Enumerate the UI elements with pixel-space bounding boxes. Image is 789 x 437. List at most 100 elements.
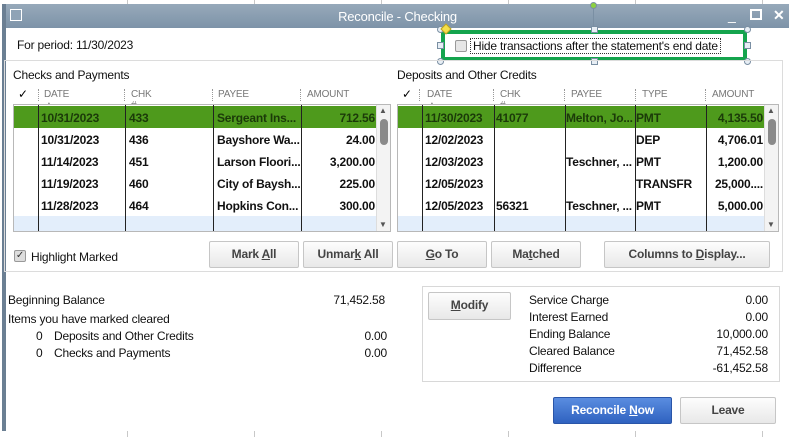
- table-row[interactable]: 11/30/2023 41077 Melton, Jo... PMT 4,135.50: [398, 106, 764, 128]
- deposits-cleared-label: Deposits and Other Credits: [54, 329, 194, 343]
- table-row[interactable]: 10/31/2023 433 Sergeant Ins... 712.56: [14, 106, 376, 128]
- button-label-post: isplay...: [704, 247, 746, 261]
- table-row[interactable]: 11/19/2023 460 City of Baysh... 225.00: [14, 172, 376, 194]
- scrollbar[interactable]: ▲ ▼: [376, 105, 390, 231]
- column-check[interactable]: ✓: [18, 87, 28, 101]
- totals-label: Service Charge: [529, 293, 609, 307]
- resize-handle[interactable]: [591, 26, 598, 33]
- column-check[interactable]: ✓: [402, 87, 412, 101]
- resize-handle[interactable]: [744, 26, 751, 33]
- rotate-handle-line: [593, 5, 594, 27]
- cell-payee: Hopkins Con...: [217, 199, 299, 213]
- cell-payee: Sergeant Ins...: [217, 111, 297, 125]
- column-divider: [301, 105, 302, 231]
- matched-button[interactable]: Matched: [491, 241, 581, 268]
- checks-cleared-label: Checks and Payments: [54, 346, 171, 360]
- table-row[interactable]: 10/31/2023 436 Bayshore Wa... 24.00: [14, 128, 376, 150]
- rotate-handle[interactable]: [590, 2, 597, 9]
- column-amount[interactable]: AMOUNT: [307, 89, 350, 100]
- cell-payee: Larson Floori...: [217, 155, 301, 169]
- column-divider: [565, 105, 566, 231]
- column-divider: [422, 105, 423, 231]
- unmark-all-button[interactable]: Unmark All: [303, 241, 393, 268]
- column-payee[interactable]: PAYEE: [218, 89, 249, 100]
- button-label-key: M: [450, 298, 461, 312]
- button-label-pre: Ma: [512, 247, 529, 261]
- button-label-key: A: [261, 247, 271, 261]
- cell-amount: 5,000.00: [717, 199, 763, 213]
- columns-to-display-button[interactable]: Columns to Display...: [604, 241, 770, 268]
- scrollbar-thumb[interactable]: [768, 119, 776, 145]
- cell-date: 11/30/2023: [425, 111, 483, 125]
- totals-value: -61,452.58: [712, 361, 769, 375]
- resize-handle[interactable]: [744, 58, 751, 65]
- resize-handle[interactable]: [591, 58, 598, 65]
- scrollbar[interactable]: ▲ ▼: [764, 105, 778, 231]
- table-row[interactable]: 12/02/2023 DEP 4,706.01: [398, 128, 764, 150]
- resize-handle[interactable]: [744, 42, 751, 49]
- deposits-table: 11/30/2023 41077 Melton, Jo... PMT 4,135.50 1…: [397, 104, 779, 232]
- table-row[interactable]: 12/03/2023 Teschner, ... PMT 1,200.00: [398, 150, 764, 172]
- cell-amount: 300.00: [339, 199, 375, 213]
- totals-label: Interest Earned: [529, 310, 609, 324]
- button-label-post: ched: [532, 247, 560, 261]
- column-divider: [38, 105, 39, 231]
- button-label-key: N: [629, 403, 638, 417]
- button-label-key: t: [528, 247, 533, 261]
- scroll-down-icon[interactable]: ▼: [767, 220, 775, 229]
- scroll-down-icon[interactable]: ▼: [379, 220, 387, 229]
- background-grid-bottom: [0, 431, 789, 437]
- cell-chk: 451: [129, 155, 149, 169]
- title-bar: Reconcile - Checking _ ✕: [6, 4, 789, 28]
- minimize-icon[interactable]: _: [728, 7, 736, 23]
- maximize-icon[interactable]: [750, 9, 762, 20]
- column-type[interactable]: TYPE: [642, 89, 668, 100]
- table-row[interactable]: 11/14/2023 451 Larson Floori... 3,200.00: [14, 150, 376, 172]
- column-payee[interactable]: PAYEE: [571, 89, 602, 100]
- hide-transactions-checkbox[interactable]: [455, 40, 467, 52]
- modify-button[interactable]: Modify: [428, 292, 511, 320]
- empty-row: [398, 216, 764, 231]
- column-divider: [125, 105, 126, 231]
- cell-payee: Teschner, ...: [566, 155, 632, 169]
- cell-date: 11/19/2023: [41, 177, 99, 191]
- close-icon[interactable]: ✕: [773, 7, 785, 23]
- highlight-marked-label[interactable]: Highlight Marked: [31, 250, 118, 264]
- checks-title: Checks and Payments: [13, 68, 130, 82]
- system-menu-icon[interactable]: [10, 9, 22, 21]
- table-row[interactable]: 11/28/2023 464 Hopkins Con... 300.00: [14, 194, 376, 216]
- table-row[interactable]: 12/05/2023 TRANSFR 25,000....: [398, 172, 764, 194]
- items-cleared-label: Items you have marked cleared: [8, 312, 170, 326]
- cell-type: PMT: [636, 155, 661, 169]
- totals-box: [422, 286, 780, 382]
- cell-type: PMT: [636, 111, 661, 125]
- resize-handle[interactable]: [437, 42, 444, 49]
- checks-cleared-amount: 0.00: [364, 346, 387, 360]
- go-to-button[interactable]: Go To: [397, 241, 487, 268]
- cell-payee: Teschner, ...: [566, 199, 632, 213]
- cell-date: 12/03/2023: [425, 155, 484, 169]
- cell-amount: 24.00: [345, 133, 375, 147]
- beginning-balance-value: 71,452.58: [333, 293, 385, 307]
- hide-transactions-label[interactable]: Hide transactions after the statement's …: [470, 38, 721, 54]
- cell-chk: 436: [129, 133, 149, 147]
- highlight-marked-checkbox[interactable]: ✓: [14, 250, 26, 262]
- scroll-up-icon[interactable]: ▲: [379, 106, 387, 115]
- mark-all-button[interactable]: Mark All: [209, 241, 299, 268]
- button-label-key: k: [354, 247, 362, 261]
- background-grid-top: [0, 0, 789, 6]
- column-amount[interactable]: AMOUNT: [712, 89, 755, 100]
- reconcile-now-button[interactable]: Reconcile Now: [553, 397, 672, 424]
- scrollbar-thumb[interactable]: [380, 119, 388, 145]
- scroll-up-icon[interactable]: ▲: [767, 106, 775, 115]
- resize-handle[interactable]: [437, 58, 444, 65]
- deposits-cleared-amount: 0.00: [364, 329, 387, 343]
- cell-amount: 712.56: [339, 111, 375, 125]
- totals-label: Ending Balance: [529, 327, 611, 341]
- period-label: For period: 11/30/2023: [17, 38, 134, 52]
- table-row[interactable]: 12/05/2023 56321 Teschner, ... PMT 5,000.00: [398, 194, 764, 216]
- cell-chk: 56321: [496, 199, 529, 213]
- leave-button[interactable]: Leave: [680, 397, 776, 424]
- beginning-balance-label: Beginning Balance: [8, 293, 105, 307]
- checks-count: 0: [36, 346, 43, 360]
